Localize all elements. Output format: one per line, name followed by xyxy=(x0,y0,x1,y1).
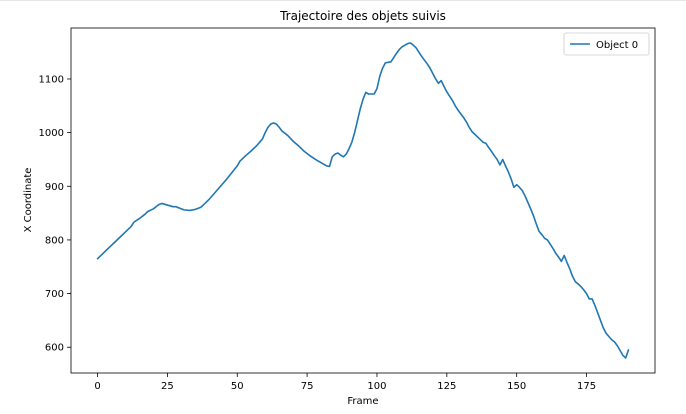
legend-label: Object 0 xyxy=(596,40,638,51)
x-tick-label: 100 xyxy=(367,381,386,392)
y-tick-label: 800 xyxy=(45,235,64,246)
x-axis-ticks: 0 25 50 75 100 125 150 175 xyxy=(94,373,596,392)
y-tick-label: 700 xyxy=(45,289,64,300)
x-tick-label: 25 xyxy=(161,381,174,392)
legend: Object 0 xyxy=(563,32,650,56)
x-tick-label: 75 xyxy=(301,381,314,392)
y-tick-label: 900 xyxy=(45,182,64,193)
x-tick-label: 150 xyxy=(507,381,526,392)
x-tick-label: 175 xyxy=(577,381,596,392)
top-border xyxy=(0,0,686,5)
x-tick-label: 0 xyxy=(94,381,100,392)
x-tick-label: 125 xyxy=(437,381,456,392)
series-line-object-0 xyxy=(96,42,630,359)
y-axis-ticks: 600 700 800 900 1000 1100 xyxy=(39,74,71,354)
x-tick-label: 50 xyxy=(231,381,244,392)
chart-title: Trajectoire des objets suivis xyxy=(279,9,446,23)
y-tick-label: 600 xyxy=(45,343,64,354)
y-tick-label: 1000 xyxy=(39,128,64,139)
plot-frame xyxy=(70,27,656,374)
y-axis-label: X Coordinate xyxy=(23,168,34,233)
x-axis-label: Frame xyxy=(347,396,378,407)
y-tick-label: 1100 xyxy=(39,74,64,85)
legend-box xyxy=(563,32,650,56)
